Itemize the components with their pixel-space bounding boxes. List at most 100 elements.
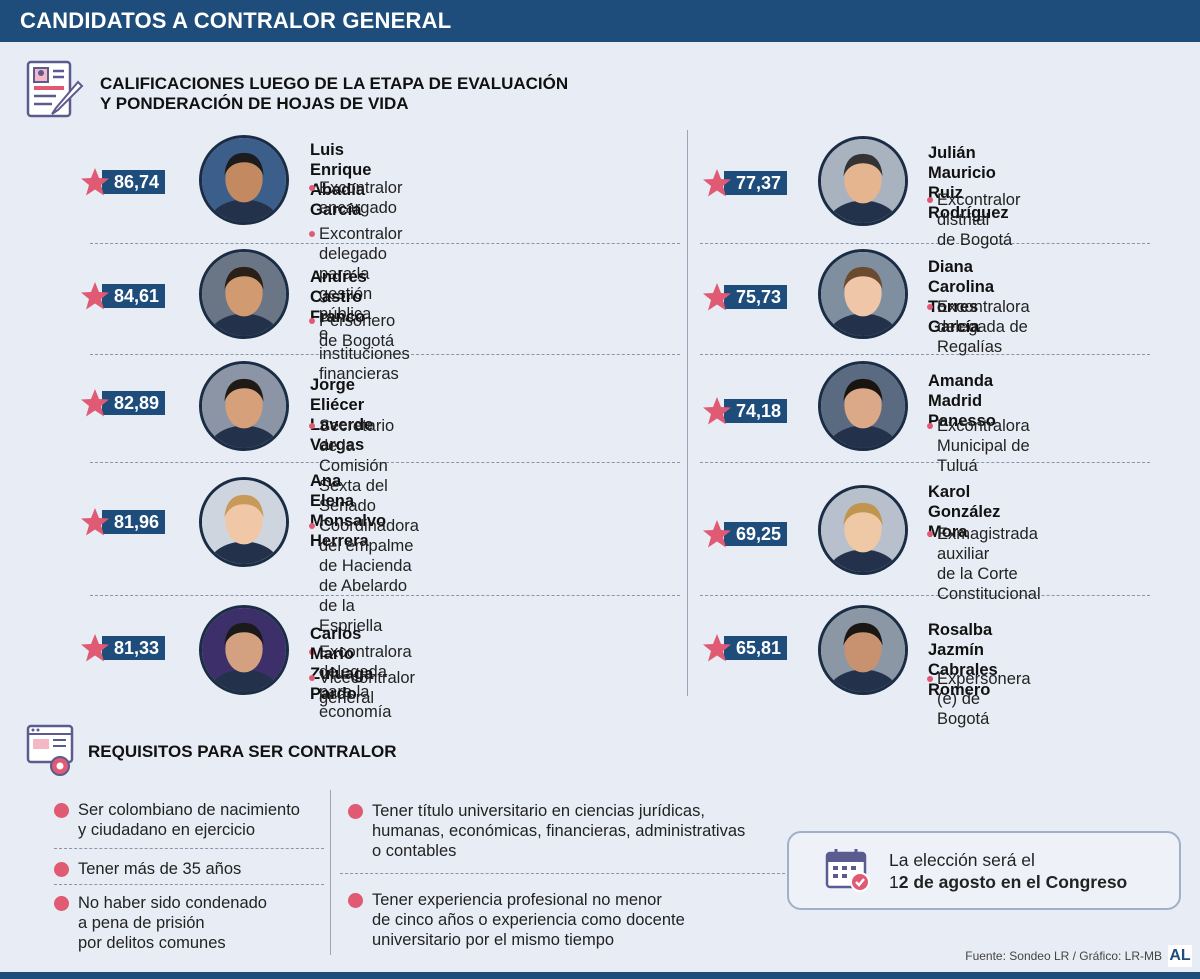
score-value: 74,18 bbox=[724, 399, 788, 423]
candidate-score: 86,74 bbox=[80, 167, 166, 197]
candidate-roles: Excontralora delegada de Regalías bbox=[927, 297, 1030, 363]
candidate-name: Amanda Madrid Panesso bbox=[928, 372, 996, 430]
star-icon bbox=[703, 634, 731, 662]
requirement-item: Tener más de 35 años bbox=[54, 859, 241, 879]
score-value: 69,25 bbox=[724, 522, 788, 546]
star-icon bbox=[81, 508, 109, 536]
candidate-roles: Excontralor distrital de Bogotá bbox=[927, 190, 1020, 256]
candidate-photo bbox=[199, 135, 289, 225]
column-divider bbox=[330, 790, 331, 955]
candidate-photo bbox=[818, 361, 908, 451]
candidate-score: 69,25 bbox=[702, 519, 788, 549]
candidate-name: Andrés Castro Franco bbox=[310, 268, 367, 326]
settings-monitor-icon bbox=[26, 724, 76, 778]
bottom-bar bbox=[0, 972, 1200, 979]
candidate-score: 84,61 bbox=[80, 281, 166, 311]
candidate-name: Carlos Mario Zuluaga Pardo bbox=[310, 625, 374, 703]
page-header: CANDIDATOS A CONTRALOR GENERAL bbox=[0, 0, 1200, 42]
candidate-photo bbox=[199, 477, 289, 567]
section-title-requirements: REQUISITOS PARA SER CONTRALOR bbox=[88, 742, 397, 761]
role-item: Exmagistrada auxiliar de la Corte Constit… bbox=[927, 524, 1041, 604]
star-icon bbox=[703, 520, 731, 548]
score-value: 82,89 bbox=[102, 391, 166, 415]
requirement-item: Tener título universitario en ciencias j… bbox=[348, 801, 745, 861]
row-separator bbox=[340, 873, 785, 874]
star-icon bbox=[81, 634, 109, 662]
score-value: 77,37 bbox=[724, 171, 788, 195]
score-value: 65,81 bbox=[724, 636, 788, 660]
score-value: 81,33 bbox=[102, 636, 166, 660]
score-value: 81,96 bbox=[102, 510, 166, 534]
candidate-roles: Excontralor encargado Excontralor delegad… bbox=[309, 178, 410, 390]
role-item: Coordinadora del empalme de Hacienda de A… bbox=[309, 516, 419, 636]
candidate-roles: Vicecontralor general bbox=[309, 668, 415, 714]
requirement-item: Ser colombiano de nacimiento y ciudadano … bbox=[54, 800, 300, 840]
role-item: Excontralor delegado para la gestión púb… bbox=[309, 224, 410, 384]
row-separator bbox=[54, 848, 324, 849]
candidate-roles: Secretario de la Comisión Sexta del Sena… bbox=[309, 416, 394, 522]
row-separator bbox=[90, 462, 680, 463]
publication-logo: AL bbox=[1168, 945, 1192, 967]
row-separator bbox=[90, 243, 680, 244]
row-separator bbox=[700, 243, 1150, 244]
candidate-photo bbox=[199, 361, 289, 451]
row-separator bbox=[700, 354, 1150, 355]
candidate-name: Diana Carolina Torres García bbox=[928, 258, 995, 336]
role-item: Excontralor encargado bbox=[309, 178, 410, 218]
role-item: Personero de Bogotá bbox=[309, 311, 395, 351]
candidate-name: Julián Mauricio Ruiz Rodríguez bbox=[928, 144, 1009, 222]
source-credit: Fuente: Sondeo LR / Gráfico: LR-MB bbox=[965, 949, 1162, 963]
candidate-roles: Personero de Bogotá bbox=[309, 311, 395, 357]
candidate-photo bbox=[818, 249, 908, 339]
candidate-name: Jorge Eliécer Laverde Vargas bbox=[310, 376, 374, 454]
candidate-photo bbox=[818, 605, 908, 695]
role-item: Excontralora Municipal de Tuluá bbox=[927, 416, 1030, 476]
row-separator bbox=[54, 884, 324, 885]
score-value: 75,73 bbox=[724, 285, 788, 309]
score-value: 86,74 bbox=[102, 170, 166, 194]
requirement-item: No haber sido condenado a pena de prisión… bbox=[54, 893, 267, 953]
star-icon bbox=[81, 168, 109, 196]
candidate-name: Karol González Mora bbox=[928, 483, 1001, 541]
role-item: Vicecontralor general bbox=[309, 668, 415, 708]
star-icon bbox=[703, 397, 731, 425]
star-icon bbox=[703, 283, 731, 311]
election-date-text: La elección será el 12 de agosto en el C… bbox=[889, 850, 1128, 892]
role-item: Excontralor distrital de Bogotá bbox=[927, 190, 1020, 250]
star-icon bbox=[703, 169, 731, 197]
role-item: Excontralora delegada para la economía bbox=[309, 642, 419, 722]
candidate-photo bbox=[199, 249, 289, 339]
candidate-name: Rosalba Jazmín Cabrales Romero bbox=[928, 621, 998, 699]
requirement-item: Tener experiencia profesional no menor de… bbox=[348, 890, 685, 950]
candidate-photo bbox=[818, 485, 908, 575]
candidate-score: 81,96 bbox=[80, 507, 166, 537]
calendar-check-icon bbox=[825, 847, 871, 893]
candidate-photo bbox=[818, 136, 908, 226]
page-title: CANDIDATOS A CONTRALOR GENERAL bbox=[20, 8, 452, 33]
star-icon bbox=[81, 389, 109, 417]
candidate-photo bbox=[199, 605, 289, 695]
row-separator bbox=[700, 462, 1150, 463]
candidate-score: 74,18 bbox=[702, 396, 788, 426]
candidate-score: 77,37 bbox=[702, 168, 788, 198]
election-date-callout: La elección será el 12 de agosto en el C… bbox=[787, 831, 1181, 910]
candidate-score: 75,73 bbox=[702, 282, 788, 312]
role-item: Expersonera (e) de Bogotá bbox=[927, 669, 1031, 729]
role-item: Excontralora delegada de Regalías bbox=[927, 297, 1030, 357]
row-separator bbox=[90, 595, 680, 596]
row-separator bbox=[90, 354, 680, 355]
candidate-name: Luis Enrique Abadía García bbox=[310, 141, 372, 219]
resume-document-icon bbox=[26, 60, 84, 118]
candidate-roles: Exmagistrada auxiliar de la Corte Constit… bbox=[927, 524, 1041, 610]
candidate-name: Ana Elena Monsalvo Herrera bbox=[310, 472, 387, 550]
candidate-score: 65,81 bbox=[702, 633, 788, 663]
candidate-roles: Excontralora Municipal de Tuluá bbox=[927, 416, 1030, 482]
candidate-score: 81,33 bbox=[80, 633, 166, 663]
row-separator bbox=[700, 595, 1150, 596]
candidate-roles: Expersonera (e) de Bogotá bbox=[927, 669, 1031, 735]
column-divider bbox=[687, 130, 688, 696]
candidate-score: 82,89 bbox=[80, 388, 166, 418]
section-title-scores: CALIFICACIONES LUEGO DE LA ETAPA DE EVAL… bbox=[100, 74, 569, 113]
role-item: Secretario de la Comisión Sexta del Sena… bbox=[309, 416, 394, 516]
score-value: 84,61 bbox=[102, 284, 166, 308]
